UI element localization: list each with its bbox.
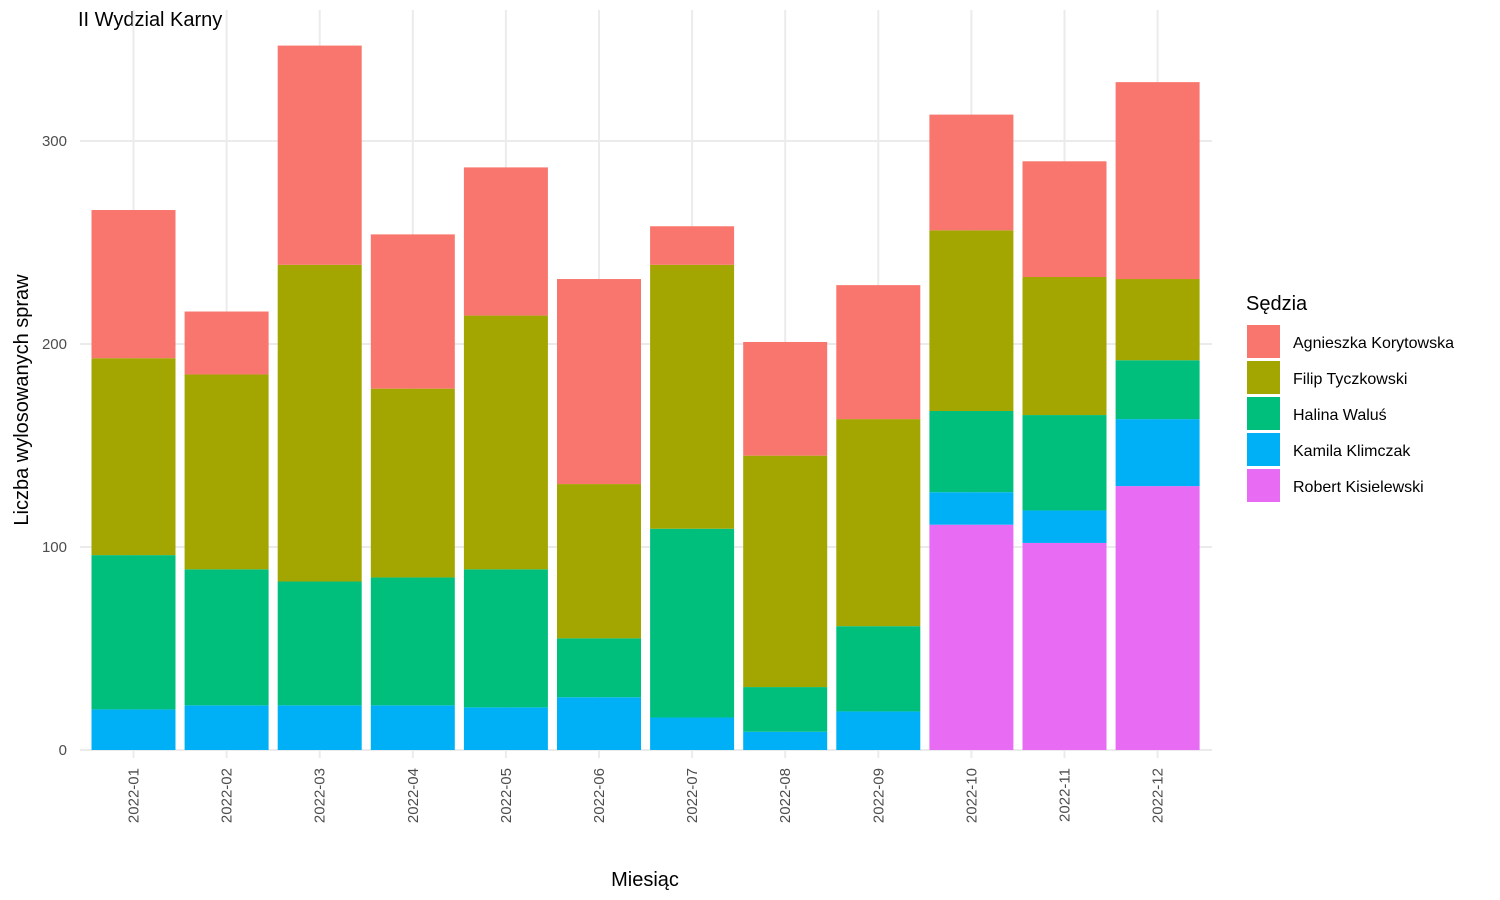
x-tick-label: 2022-05 xyxy=(498,768,515,823)
legend-label: Filip Tyczkowski xyxy=(1293,371,1407,388)
bar-segment xyxy=(929,410,1014,493)
bar-segment xyxy=(91,555,176,710)
bar-segment xyxy=(743,341,828,456)
bar-segment xyxy=(836,711,921,750)
bar-segment xyxy=(743,731,828,750)
bar-segment xyxy=(929,114,1014,231)
legend: Sędzia Agnieszka Korytowska Filip Tyczkow… xyxy=(1246,293,1454,502)
bar-segment xyxy=(1022,542,1107,750)
legend-swatch xyxy=(1247,469,1280,502)
bar-segment xyxy=(929,524,1014,750)
x-tick-label: 2022-10 xyxy=(963,768,980,823)
bar-segment xyxy=(184,705,269,750)
bar-segment xyxy=(91,709,176,750)
bar-segment xyxy=(463,315,548,570)
bar-segment xyxy=(463,707,548,750)
y-tick-label: 100 xyxy=(42,539,67,556)
bar-segment xyxy=(1115,360,1200,420)
x-tick-label: 2022-06 xyxy=(591,768,608,823)
legend-label: Halina Waluś xyxy=(1293,407,1387,424)
x-tick-label: 2022-11 xyxy=(1057,768,1074,822)
y-axis-ticks: 0 100 200 300 xyxy=(42,133,67,759)
x-axis-title: Miesiąc xyxy=(611,869,679,891)
bar-segment xyxy=(1022,415,1107,511)
bar-segment xyxy=(1022,510,1107,543)
bar-segment xyxy=(184,311,269,375)
bar-segment xyxy=(557,697,641,750)
bar-segment xyxy=(1115,486,1200,750)
bar-segment xyxy=(743,687,828,732)
x-tick-label: 2022-09 xyxy=(870,768,887,823)
bar-segment xyxy=(91,358,176,556)
bar-segment xyxy=(836,419,921,627)
bar-segment xyxy=(370,577,455,706)
legend-swatch xyxy=(1247,325,1280,358)
bar-segment xyxy=(1115,419,1200,487)
x-tick-label: 2022-08 xyxy=(777,768,794,823)
x-tick-label: 2022-04 xyxy=(405,768,422,823)
x-axis-ticks: 2022-01 2022-02 2022-03 2022-04 2022-05 2022-… xyxy=(126,768,1167,823)
y-axis-title: Liczba wylosowanych spraw xyxy=(11,274,33,526)
bar-segment xyxy=(277,705,362,750)
bar-segment xyxy=(743,455,828,688)
y-tick-label: 0 xyxy=(59,742,67,759)
bar-segment xyxy=(1022,277,1107,416)
bar-segment xyxy=(463,167,548,316)
legend-swatch xyxy=(1247,433,1280,466)
x-tick-label: 2022-01 xyxy=(126,768,143,823)
x-tick-label: 2022-07 xyxy=(684,768,701,823)
legend-label: Kamila Klimczak xyxy=(1293,443,1411,460)
bar-segment xyxy=(650,264,735,529)
bar-segment xyxy=(929,230,1014,411)
bar-segment xyxy=(370,234,455,389)
bar-segment xyxy=(184,569,269,706)
x-tick-label: 2022-03 xyxy=(312,768,329,823)
bar-segment xyxy=(836,285,921,420)
bars xyxy=(91,45,1200,750)
bar-segment xyxy=(929,492,1014,525)
bar-segment xyxy=(91,210,176,359)
bar-segment xyxy=(557,484,641,639)
bar-segment xyxy=(1115,82,1200,280)
bar-segment xyxy=(463,569,548,708)
bar-segment xyxy=(650,528,735,718)
legend-swatch xyxy=(1247,397,1280,430)
y-tick-label: 300 xyxy=(42,133,67,150)
bar-segment xyxy=(370,388,455,578)
bar-segment xyxy=(836,626,921,712)
legend-title: Sędzia xyxy=(1246,293,1308,315)
bar-segment xyxy=(1115,279,1200,361)
legend-swatch xyxy=(1247,361,1280,394)
bar-segment xyxy=(557,279,641,485)
bar-segment xyxy=(184,374,269,570)
x-tick-label: 2022-02 xyxy=(219,768,236,823)
bar-segment xyxy=(277,45,362,265)
legend-items: Agnieszka Korytowska Filip Tyczkowski Hali… xyxy=(1247,325,1454,502)
bar-segment xyxy=(370,705,455,750)
legend-label: Agnieszka Korytowska xyxy=(1293,335,1454,352)
legend-label: Robert Kisielewski xyxy=(1293,479,1424,496)
bar-segment xyxy=(650,717,735,750)
bar-segment xyxy=(1022,161,1107,278)
chart-title: II Wydzial Karny xyxy=(78,9,222,31)
bar-segment xyxy=(557,638,641,698)
bar-segment xyxy=(277,264,362,582)
y-tick-label: 200 xyxy=(42,336,67,353)
bar-segment xyxy=(277,581,362,706)
x-tick-label: 2022-12 xyxy=(1150,768,1167,823)
bar-segment xyxy=(650,226,735,265)
